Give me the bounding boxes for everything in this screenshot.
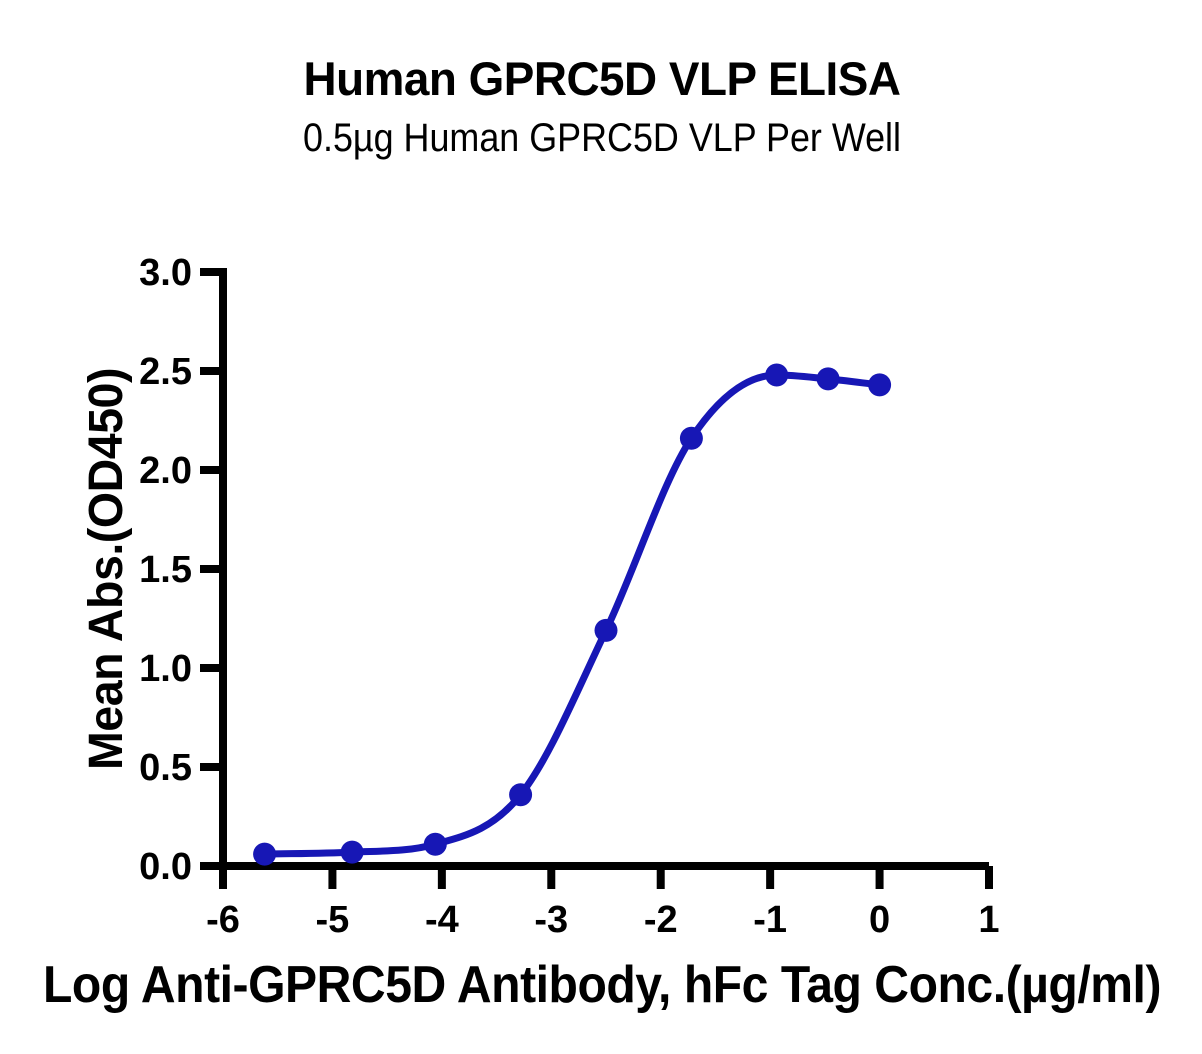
x-tick-label: -2	[644, 899, 678, 941]
x-axis-ticks: -6 -5 -4 -3 -2 -1 0 1	[206, 866, 1000, 941]
data-point	[340, 840, 364, 864]
chart-title: Human GPRC5D VLP ELISA	[304, 52, 901, 105]
x-tick-label: -3	[534, 899, 568, 941]
chart-subtitle: 0.5µg Human GPRC5D VLP Per Well	[303, 116, 901, 160]
fit-curve	[261, 371, 884, 858]
y-tick-label: 3.0	[139, 252, 192, 294]
x-tick-label: -6	[206, 899, 240, 941]
y-axis: 0.0 0.5 1.0 1.5 2.0 2.5 3.0	[139, 252, 227, 888]
data-point	[679, 426, 703, 450]
data-point	[509, 783, 533, 807]
x-tick-label: 1	[978, 899, 999, 941]
y-tick-label: 0.0	[139, 846, 192, 888]
data-point	[423, 832, 447, 856]
y-tick-label: 2.0	[139, 450, 192, 492]
series-layer	[253, 363, 892, 866]
y-axis-ticks: 0.0 0.5 1.0 1.5 2.0 2.5 3.0	[139, 252, 223, 888]
x-axis: -6 -5 -4 -3 -2 -1 0 1	[206, 862, 1000, 941]
y-tick-label: 0.5	[139, 747, 192, 789]
y-tick-label: 1.0	[139, 648, 192, 690]
y-tick-label: 1.5	[139, 549, 192, 591]
data-point	[765, 363, 789, 387]
data-point	[594, 618, 618, 642]
data-point	[253, 842, 277, 866]
x-tick-label: -1	[753, 899, 787, 941]
data-point	[868, 373, 892, 397]
x-tick-label: 0	[869, 899, 890, 941]
y-tick-label: 2.5	[139, 351, 192, 393]
x-tick-label: -4	[425, 899, 459, 941]
x-axis-label: Log Anti-GPRC5D Antibody, hFc Tag Conc.(…	[43, 956, 1161, 1014]
x-tick-label: -5	[316, 899, 350, 941]
y-axis-label: Mean Abs.(OD450)	[80, 368, 133, 770]
data-point	[816, 367, 840, 391]
